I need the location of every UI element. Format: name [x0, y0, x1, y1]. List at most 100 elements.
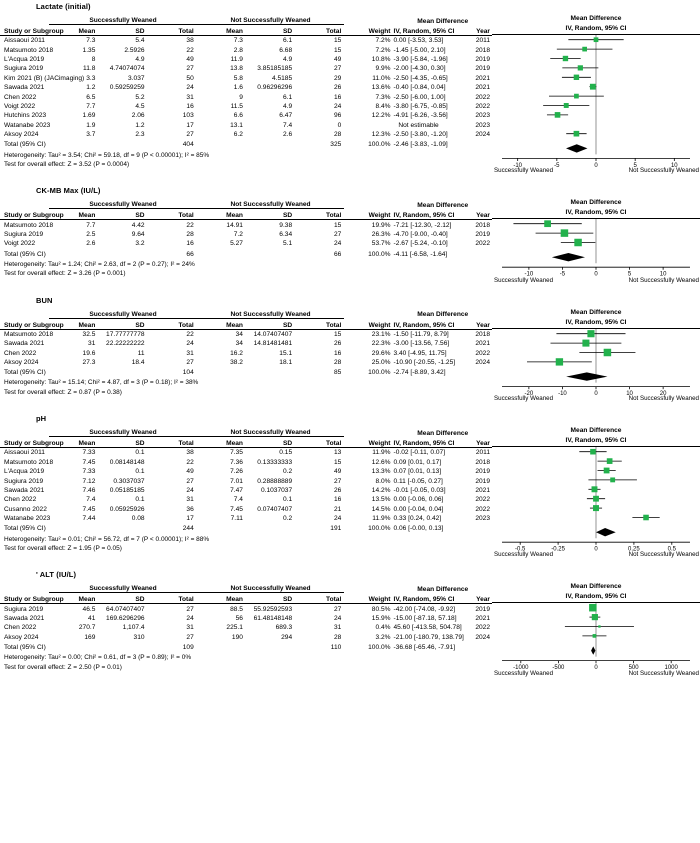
col-mean1: Mean — [49, 592, 99, 605]
cell-year: 2022 — [475, 349, 490, 357]
table-total-row: Total (95% CI) 109 110 100.0% -36.68 [-65.46… — [0, 642, 492, 653]
cell-weight: 25.0% — [371, 358, 391, 366]
panel-title: ' ALT (IU/L) — [36, 570, 77, 580]
heterogeneity-text: Heterogeneity: Tau² = 15.14; Chi² = 4.87… — [4, 379, 199, 387]
axis-label-right: Not Successfully Weaned — [628, 276, 699, 284]
cell-weight: 23.1% — [371, 330, 391, 338]
cell-mean1: 41 — [88, 614, 96, 622]
cell-sd1: 4.74074074 — [109, 65, 145, 73]
axis-tick-label: -0.25 — [551, 547, 565, 552]
forest-panel: BUN Successfully Weaned Not Successfully W… — [0, 294, 700, 405]
col-mean2: Mean — [196, 24, 246, 36]
cell-mean2: 5.8 — [233, 74, 243, 82]
cell-md-ci: -21.00 [-180.79, 138.79] — [393, 633, 464, 641]
cell-study: Chen 2022 — [4, 349, 37, 357]
cell-weight: 29.6% — [371, 349, 391, 357]
cell-mean2: 11.5 — [230, 102, 243, 110]
cell-md-ci: 0.33 [0.24, 0.42] — [393, 515, 442, 523]
cell-year: 2011 — [475, 37, 490, 45]
total-n2: 66 — [333, 250, 342, 258]
axis-labels: Successfully Weaned Not Successfully Wean… — [492, 167, 700, 176]
forest-plot-svg: -10 -5 0 5 10 — [502, 219, 690, 277]
cell-sd2: 4.5185 — [271, 74, 293, 82]
col-weight: Weight — [344, 24, 394, 36]
cell-total2: 0 — [337, 121, 342, 129]
cell-total1: 24 — [186, 614, 194, 622]
cell-sd2: 15.1 — [279, 349, 293, 357]
cell-md-ci: -3.90 [-5.84, -1.96] — [393, 55, 448, 63]
cell-sd1: 22.22222222 — [106, 340, 145, 348]
study-table: Successfully Weaned Not Successfully Wean… — [0, 307, 492, 398]
cell-total1: 27 — [186, 477, 194, 485]
cell-total1: 17 — [186, 121, 194, 129]
cell-md-ci: 3.40 [-4.95, 11.75] — [393, 349, 447, 357]
cell-total2: 16 — [333, 496, 342, 504]
effect-marker — [593, 505, 599, 512]
panel-spacer — [0, 560, 700, 568]
cell-total2: 28 — [333, 633, 342, 641]
total-md-ci: 0.06 [-0.00, 0.13] — [393, 525, 444, 533]
effect-marker — [560, 229, 569, 238]
table-row: Sawada 2021 31 22.22222222 24 34 14.81481481 2… — [0, 339, 492, 348]
table-row: Sugiura 2019 2.5 9.64 28 7.2 6.34 27 26.3% -4.70… — [0, 230, 492, 239]
cell-sd1: 0.08 — [131, 515, 145, 523]
forest-panel: CK-MB Max (IU/L) Successfully Weaned Not S… — [0, 184, 700, 285]
overall-effect-row: Test for overall effect: Z = 1.95 (P = 0… — [0, 544, 492, 554]
table-row: Voigt 2022 2.6 3.2 16 5.27 5.1 24 53.7% -2.67 [-… — [0, 239, 492, 248]
cell-md-ci: -42.00 [-74.08, -9.92] — [393, 605, 456, 613]
cell-sd1: 11 — [137, 349, 145, 357]
cell-md-ci: -10.90 [-20.55, -1.25] — [393, 358, 456, 366]
axis-tick-label: 0 — [594, 665, 598, 670]
cell-sd2: 61.48148148 — [253, 614, 293, 622]
axis-tick-label: 0 — [594, 272, 598, 277]
study-table: Successfully Weaned Not Successfully Wean… — [0, 426, 492, 553]
cell-total1: 31 — [186, 496, 194, 504]
cell-total1: 22 — [186, 330, 194, 338]
cell-sd1: 2.06 — [131, 112, 145, 120]
cell-year: 2019 — [475, 230, 490, 238]
forest-panel: pH Successfully Weaned Not Successfully We… — [0, 412, 700, 560]
effect-marker — [577, 65, 583, 71]
cell-total1: 38 — [186, 37, 194, 45]
cell-mean2: 34 — [235, 340, 243, 348]
forest-plot-svg: -20 -10 0 10 20 — [502, 328, 690, 396]
col-sd2: SD — [245, 592, 296, 605]
cell-mean1: 6.5 — [86, 93, 96, 101]
panel-spacer — [0, 176, 700, 184]
forest-panel: Lactate (initial) Successfully Weaned Not … — [0, 0, 700, 176]
cell-weight: 11.0% — [372, 74, 391, 82]
axis-tick-label: 10 — [626, 391, 633, 396]
cell-mean1: 7.7 — [86, 102, 96, 110]
cell-mean2: 1.6 — [233, 84, 243, 92]
total-label: Total (95% CI) — [4, 369, 46, 377]
cell-mean1: 7.33 — [82, 449, 96, 457]
cell-mean1: 7.7 — [86, 221, 96, 229]
cell-year: 2023 — [475, 112, 490, 120]
overall-effect-row: Test for overall effect: Z = 3.52 (P = 0… — [0, 160, 492, 170]
overall-effect-text: Test for overall effect: Z = 3.26 (P = 0… — [4, 270, 126, 278]
cell-study: Chen 2022 — [4, 496, 37, 504]
cell-mean1: 7.3 — [86, 37, 96, 45]
cell-mean2: 11.9 — [230, 55, 243, 63]
table-group-header: Successfully Weaned Not Successfully Wean… — [0, 14, 492, 25]
table-total-row: Total (95% CI) 404 325 100.0% -2.46 [-3.83, … — [0, 139, 492, 150]
cell-md-ci: -2.50 [-3.80, -1.20] — [393, 131, 448, 139]
total-n1: 404 — [182, 141, 194, 149]
axis-tick-label: 1000 — [665, 665, 679, 670]
col-sd1: SD — [98, 592, 148, 605]
cell-sd1: 1,107.4 — [122, 624, 145, 632]
cell-weight: 53.7% — [371, 240, 391, 248]
cell-total2: 15 — [333, 458, 342, 466]
effect-marker — [555, 357, 564, 366]
cell-weight: 11.9% — [372, 449, 391, 457]
effect-marker — [574, 93, 579, 99]
cell-total1: 50 — [186, 74, 194, 82]
effect-marker — [589, 83, 596, 90]
cell-sd2: 0.96296296 — [257, 84, 293, 92]
effect-marker — [589, 604, 597, 612]
total-weight: 100.0% — [368, 525, 391, 533]
md-header: Mean Difference — [417, 585, 469, 593]
axis-tick-label: 20 — [660, 391, 667, 396]
cell-total1: 27 — [186, 605, 194, 613]
cell-mean1: 27.3 — [82, 358, 96, 366]
